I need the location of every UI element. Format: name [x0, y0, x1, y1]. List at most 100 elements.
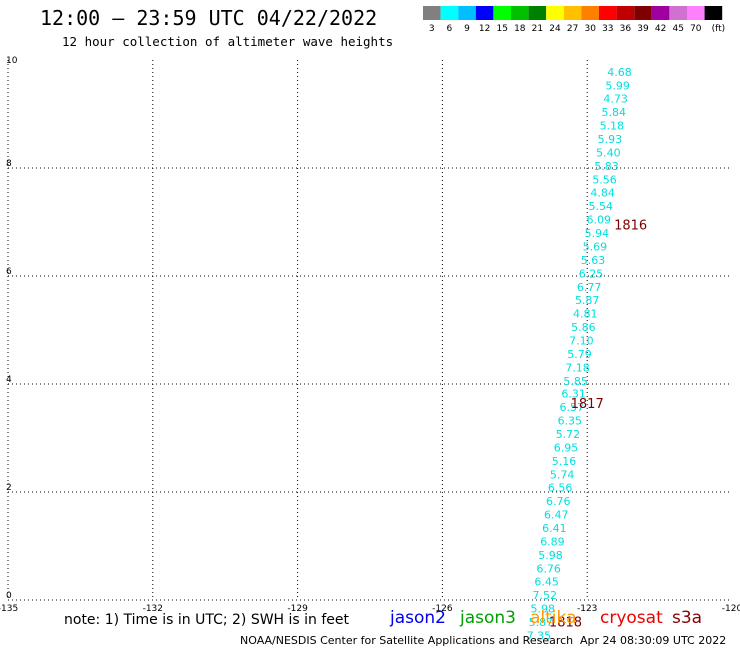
legend-cryosat: cryosat [600, 608, 663, 628]
colorbar-swatch [475, 6, 494, 20]
colorbar-label: 36 [620, 24, 632, 34]
colorbar-swatch [528, 6, 547, 20]
colorbar-label: (ft) [712, 24, 726, 34]
x-tick-label: -120 [722, 604, 740, 614]
time-label: 1818 [549, 616, 582, 631]
data-point-label: 5.63 [581, 254, 606, 267]
x-tick-label: -126 [432, 604, 453, 614]
colorbar-label: 9 [464, 24, 470, 34]
data-point-label: 5.83 [594, 160, 619, 173]
colorbar-swatch [511, 6, 529, 20]
data-point-label: 5.99 [605, 79, 630, 92]
data-point-label: 6.77 [577, 281, 602, 294]
data-point-label: 5.98 [531, 603, 556, 616]
colorbar-label: 45 [672, 24, 683, 34]
data-point-label: 5.93 [598, 133, 623, 146]
colorbar-label: 70 [690, 24, 702, 34]
data-point-label: 5.74 [550, 469, 575, 482]
data-point-label: 4.81 [573, 307, 598, 320]
plot-axes: -135 -132 -129 -126 -123 -120 0 2 4 6 8 10 [0, 56, 740, 614]
y-tick-label: 0 [6, 591, 12, 601]
data-point-label: 4.84 [590, 186, 615, 199]
colorbar-label: 27 [567, 24, 578, 34]
data-point-label: 5.54 [588, 200, 613, 213]
colorbar-label: 18 [514, 24, 526, 34]
colorbar-swatch [669, 6, 687, 20]
data-point-label: 5.98 [538, 549, 563, 562]
colorbar-label: 3 [429, 24, 435, 34]
data-point-label: 6.31 [561, 388, 586, 401]
time-label: 1816 [614, 219, 647, 234]
data-point-label: 5.84 [601, 106, 626, 119]
legend-jason3: jason3 [460, 608, 516, 628]
time-labels: 1816 1817 1818 [549, 219, 647, 631]
data-point-label: 5.69 [583, 240, 608, 253]
colorbar-label: 12 [479, 24, 490, 34]
timestamp-text: Apr 24 08:30:09 UTC 2022 [580, 634, 727, 647]
data-point-label: 5.79 [567, 348, 592, 361]
x-tick-label: -135 [0, 604, 18, 614]
data-point-label: 7.35 [527, 630, 552, 643]
data-point-label: 6.56 [548, 482, 573, 495]
data-point-label: 6.95 [554, 442, 579, 455]
colorbar-swatch [563, 6, 582, 20]
colorbar-swatch [423, 6, 441, 20]
x-tick-label: -132 [143, 604, 163, 614]
data-point-label: 4.68 [607, 66, 632, 79]
data-point-label: 7.10 [569, 334, 594, 347]
data-points: 4.685.994.735.845.185.935.405.835.564.84… [527, 66, 632, 643]
data-point-label: 5.16 [552, 455, 577, 468]
legend-s3a: s3a [672, 608, 703, 628]
colorbar-swatch [634, 6, 652, 20]
data-point-label: 5.86 [571, 321, 596, 334]
colorbar-swatch [599, 6, 617, 20]
data-point-label: 5.56 [592, 173, 617, 186]
units-note: note: 1) Time is in UTC; 2) SWH is in fe… [64, 612, 350, 628]
data-point-label: 6.57 [560, 401, 585, 414]
y-tick-label: 4 [6, 375, 12, 385]
data-point-label: 5.87 [529, 616, 554, 629]
data-point-label: 6.76 [536, 563, 561, 576]
data-point-label: 4.73 [603, 92, 628, 105]
colorbar-label: 15 [496, 24, 507, 34]
data-point-label: 5.40 [596, 146, 621, 159]
x-tick-label: -123 [577, 604, 597, 614]
colorbar-swatch [458, 6, 476, 20]
legend-altika: altika [530, 608, 577, 628]
colorbar-label: 42 [655, 24, 666, 34]
chart-subtitle: 12 hour collection of altimeter wave hei… [62, 34, 394, 49]
colorbar-swatch [440, 6, 459, 20]
data-point-label: 7.18 [565, 361, 590, 374]
data-point-label: 6.35 [558, 415, 583, 428]
y-tick-label: 6 [6, 267, 12, 277]
data-point-label: 6.25 [579, 267, 604, 280]
plot-grid [8, 60, 732, 600]
data-point-label: 7.52 [532, 589, 557, 602]
x-tick-label: -129 [287, 604, 308, 614]
colorbar-swatch [581, 6, 599, 20]
y-tick-label: 10 [6, 56, 18, 66]
colorbar-legend: 3 6 9 12 15 18 21 24 27 30 33 36 39 42 45 70 (ft) [423, 6, 725, 34]
legend-jason2: jason2 [390, 608, 446, 628]
data-point-label: 6.45 [534, 576, 559, 589]
colorbar-label: 39 [637, 24, 649, 34]
y-tick-label: 8 [6, 159, 12, 169]
data-point-label: 6.09 [587, 213, 612, 226]
data-point-label: 5.87 [575, 294, 600, 307]
data-point-label: 6.41 [542, 522, 567, 535]
colorbar-swatch [616, 6, 635, 20]
data-point-label: 5.18 [600, 119, 625, 132]
colorbar-swatch [493, 6, 511, 20]
colorbar-swatch [651, 6, 670, 20]
data-point-label: 5.94 [585, 227, 610, 240]
colorbar-label: 21 [532, 24, 543, 34]
colorbar-label: 33 [602, 24, 613, 34]
colorbar-swatch [687, 6, 705, 20]
data-point-label: 5.72 [556, 428, 581, 441]
data-point-label: 6.47 [544, 509, 569, 522]
data-point-label: 6.89 [540, 536, 565, 549]
colorbar-label: 24 [549, 24, 561, 34]
colorbar-label: 6 [447, 24, 453, 34]
data-point-label: 5.85 [563, 375, 588, 388]
